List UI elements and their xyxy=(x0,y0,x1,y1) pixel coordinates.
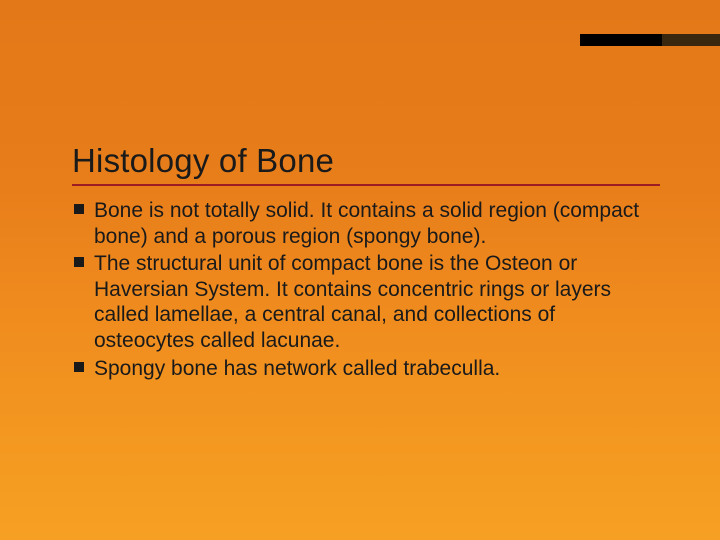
slide-title: Histology of Bone xyxy=(72,142,660,186)
slide-content: Histology of Bone Bone is not totally so… xyxy=(72,142,660,383)
bullet-item: Bone is not totally solid. It contains a… xyxy=(72,198,660,249)
bullet-item: Spongy bone has network called trabecull… xyxy=(72,356,660,382)
bullet-item: The structural unit of compact bone is t… xyxy=(72,251,660,353)
bullet-list: Bone is not totally solid. It contains a… xyxy=(72,198,660,381)
accent-bar-inner xyxy=(662,34,720,46)
